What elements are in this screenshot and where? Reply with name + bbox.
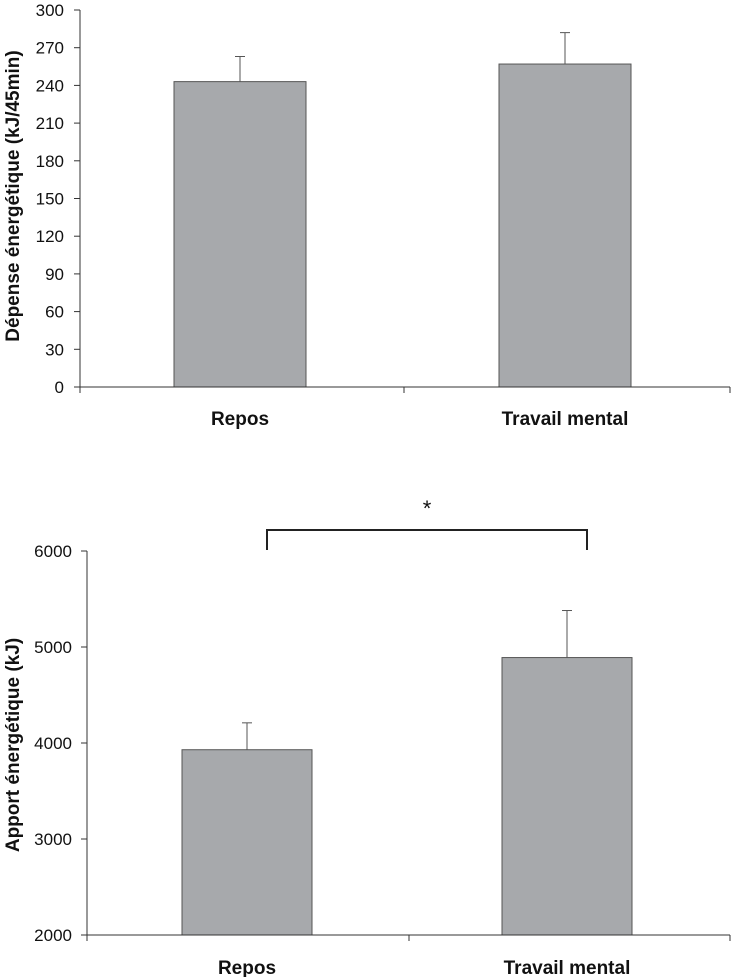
error-bar: [560, 32, 570, 65]
bar-travail-mental: [501, 657, 633, 936]
significance-marker: *: [423, 496, 432, 521]
bar-repos: [173, 81, 307, 388]
x-category-label: Travail mental: [502, 409, 629, 430]
y-tick-label: 180: [36, 152, 64, 171]
y-tick-label: 300: [36, 1, 64, 20]
y-tick-label: 5000: [34, 638, 72, 657]
x-category-label: Travail mental: [504, 958, 631, 977]
y-tick-label: 30: [45, 340, 64, 359]
y-tick-label: 60: [45, 303, 64, 322]
significance-bracket: *: [266, 496, 588, 550]
y-tick-label: 210: [36, 114, 64, 133]
error-bar: [562, 610, 572, 658]
y-tick-label: 0: [55, 378, 64, 397]
error-bar: [242, 722, 252, 750]
bar-repos: [181, 749, 313, 936]
y-axis-label: Dépense énergétique (kJ/45min): [3, 50, 24, 341]
y-tick-label: 120: [36, 227, 64, 246]
y-tick-label: 270: [36, 39, 64, 58]
energy-expenditure-chart: Dépense énergétique (kJ/45min) 0 30 60 90 12…: [3, 1, 731, 430]
y-tick-label: 4000: [34, 734, 72, 753]
significance-bracket-line: [266, 529, 588, 550]
bar-travail-mental: [498, 63, 632, 388]
y-axis-label: Apport énergétique (kJ): [3, 638, 24, 852]
y-tick-label: 3000: [34, 830, 72, 849]
x-category-label: Repos: [218, 958, 276, 977]
y-tick-label: 150: [36, 190, 64, 209]
y-tick-label: 90: [45, 265, 64, 284]
y-tick-label: 6000: [34, 542, 72, 561]
y-tick-label: 240: [36, 76, 64, 95]
energy-intake-chart: Apport énergétique (kJ) 2000 3000 4000 5000…: [3, 496, 731, 977]
y-tick-label: 2000: [34, 926, 72, 945]
x-category-label: Repos: [211, 409, 269, 430]
error-bar: [235, 55, 245, 82]
